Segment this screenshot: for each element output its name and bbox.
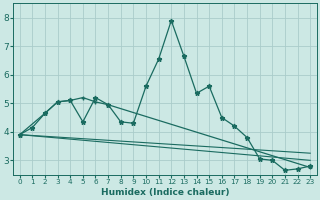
X-axis label: Humidex (Indice chaleur): Humidex (Indice chaleur): [101, 188, 229, 197]
